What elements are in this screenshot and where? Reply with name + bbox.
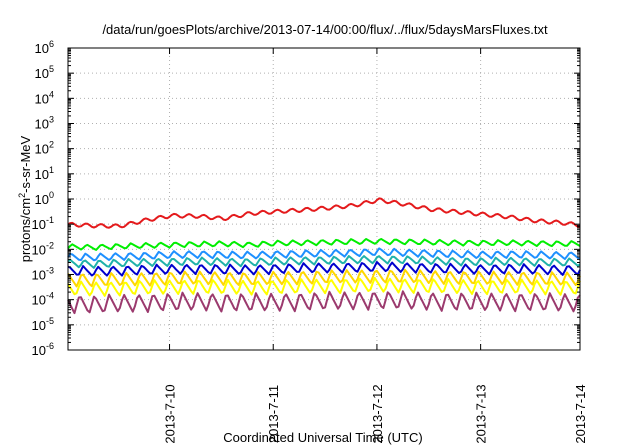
grid	[68, 48, 580, 350]
y-tick-label: 104	[35, 89, 54, 106]
y-tick-label: 102	[35, 140, 54, 157]
series-layer	[67, 197, 581, 315]
series-line	[67, 255, 581, 269]
plot-frame	[67, 47, 581, 351]
y-tick-label: 101	[35, 165, 54, 182]
x-tick-label: 2013-7-14	[573, 384, 588, 443]
x-axis-label: Coordinated Universal Time (UTC)	[223, 430, 422, 445]
y-tick-label: 105	[35, 64, 54, 81]
x-tick-label: 2013-7-12	[370, 384, 385, 443]
x-tick-label: 2013-7-13	[474, 384, 489, 443]
series-line	[67, 261, 581, 277]
y-tick-label: 10-6	[32, 341, 54, 358]
y-axis-label: protons/cm2-s-sr-MeV	[17, 135, 33, 262]
y-tick-label: 10-4	[32, 291, 54, 308]
series-line	[67, 197, 580, 229]
y-tick-label: 106	[35, 39, 54, 56]
series-line	[67, 276, 581, 297]
chart-title: /data/run/goesPlots/archive/2013-07-14/0…	[102, 22, 548, 37]
series-line	[67, 247, 581, 262]
x-axis-ticks: 2013-7-10 2013-7-11 2013-7-12 2013-7-13 2013…	[163, 48, 588, 444]
y-tick-label: 103	[35, 115, 54, 132]
x-tick-label: 2013-7-10	[163, 384, 178, 443]
x-tick-label: 2013-7-11	[266, 385, 281, 443]
series-line	[67, 238, 581, 251]
y-axis-ticks: 10-6 10-5 10-4 10-3 10-2 10-1 100 101 102 103 104 1…	[32, 39, 580, 358]
series-line	[67, 268, 581, 288]
y-tick-label: 10-3	[32, 266, 54, 283]
y-tick-label: 10-2	[32, 240, 54, 257]
y-tick-label: 100	[35, 190, 54, 207]
series-line	[67, 290, 581, 315]
y-tick-label: 10-5	[32, 316, 54, 333]
y-tick-label: 10-1	[32, 215, 54, 232]
